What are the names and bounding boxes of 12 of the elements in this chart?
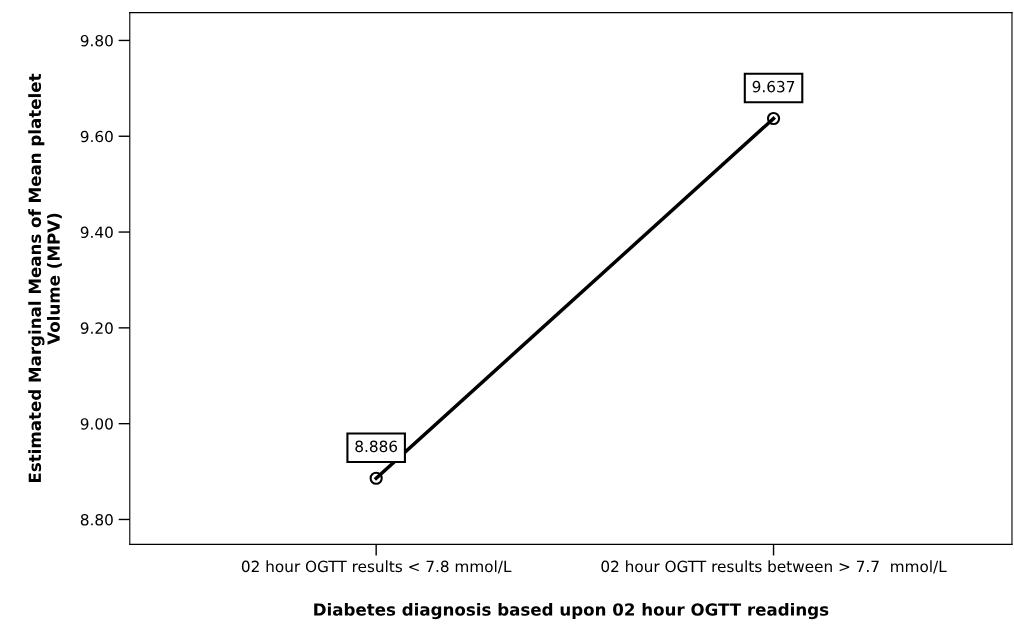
y-tick-label: 9.80 bbox=[80, 34, 113, 47]
y-tick-label: 9.00 bbox=[80, 418, 113, 430]
y-tick-label: 8.80 bbox=[80, 513, 113, 526]
data-label: 9.637 bbox=[752, 80, 795, 93]
x-tick-label: 02 hour OGTT results < 7.8 mmol/L bbox=[241, 560, 512, 574]
y-tick-label: 9.20 bbox=[80, 322, 113, 334]
x-axis-title: Diabetes diagnosis based upon 02 hour OGTT readings bbox=[314, 602, 829, 620]
y-tick-label: 9.60 bbox=[80, 130, 113, 143]
y-axis-title: Estimated Marginal Means of Mean platelet Volume (MPV) bbox=[28, 73, 62, 483]
data-label: 8.886 bbox=[355, 440, 398, 453]
x-tick-label: 02 hour OGTT results between > 7.7 mmol/L bbox=[601, 560, 947, 574]
y-tick-label: 9.40 bbox=[80, 226, 113, 239]
